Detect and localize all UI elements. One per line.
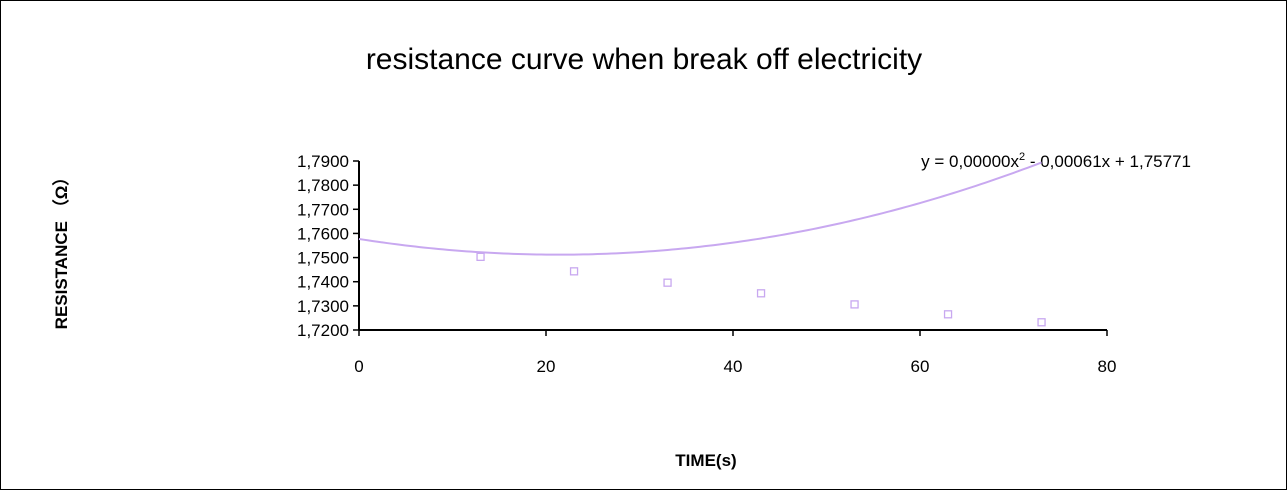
data-point xyxy=(569,267,579,276)
x-tick-label: 0 xyxy=(354,357,363,376)
y-tick-label: 1,7500 xyxy=(297,249,349,268)
x-tick-label: 20 xyxy=(537,357,556,376)
y-tick-label: 1,7600 xyxy=(297,224,349,243)
y-tick-label: 1,7200 xyxy=(297,321,349,340)
trendline-equation: y = 0,00000x2 - 0,00061x + 1,75771 xyxy=(921,151,1191,171)
x-axis-title: TIME(s) xyxy=(675,451,736,470)
data-point xyxy=(1037,318,1046,327)
y-tick-label: 1,7800 xyxy=(297,176,349,195)
y-tick-label: 1,7900 xyxy=(297,152,349,171)
data-point xyxy=(756,289,766,298)
plot-layer: 1,7200 1,7300 1,7400 1,7500 1,7600 1,7700 1,78… xyxy=(297,152,1116,376)
y-tick-label: 1,7300 xyxy=(297,297,349,316)
trendline xyxy=(358,161,1042,256)
y-tick-label: 1,7400 xyxy=(297,273,349,292)
x-tick-label: 60 xyxy=(911,357,930,376)
equation-exponent: 2 xyxy=(1019,151,1025,163)
x-tick-label: 40 xyxy=(724,357,743,376)
equation-prefix: y = 0,00000x xyxy=(921,152,1019,171)
data-point xyxy=(476,252,485,261)
y-tick-label: 1,7700 xyxy=(297,200,349,219)
data-point xyxy=(943,310,953,319)
chart-title: resistance curve when break off electric… xyxy=(366,43,922,76)
x-tick-label: 80 xyxy=(1098,357,1117,376)
data-point xyxy=(850,300,859,309)
data-point xyxy=(663,278,672,287)
equation-suffix: - 0,00061x + 1,75771 xyxy=(1025,152,1191,171)
y-axis-title: RESISTANCE （Ω） xyxy=(51,169,71,330)
